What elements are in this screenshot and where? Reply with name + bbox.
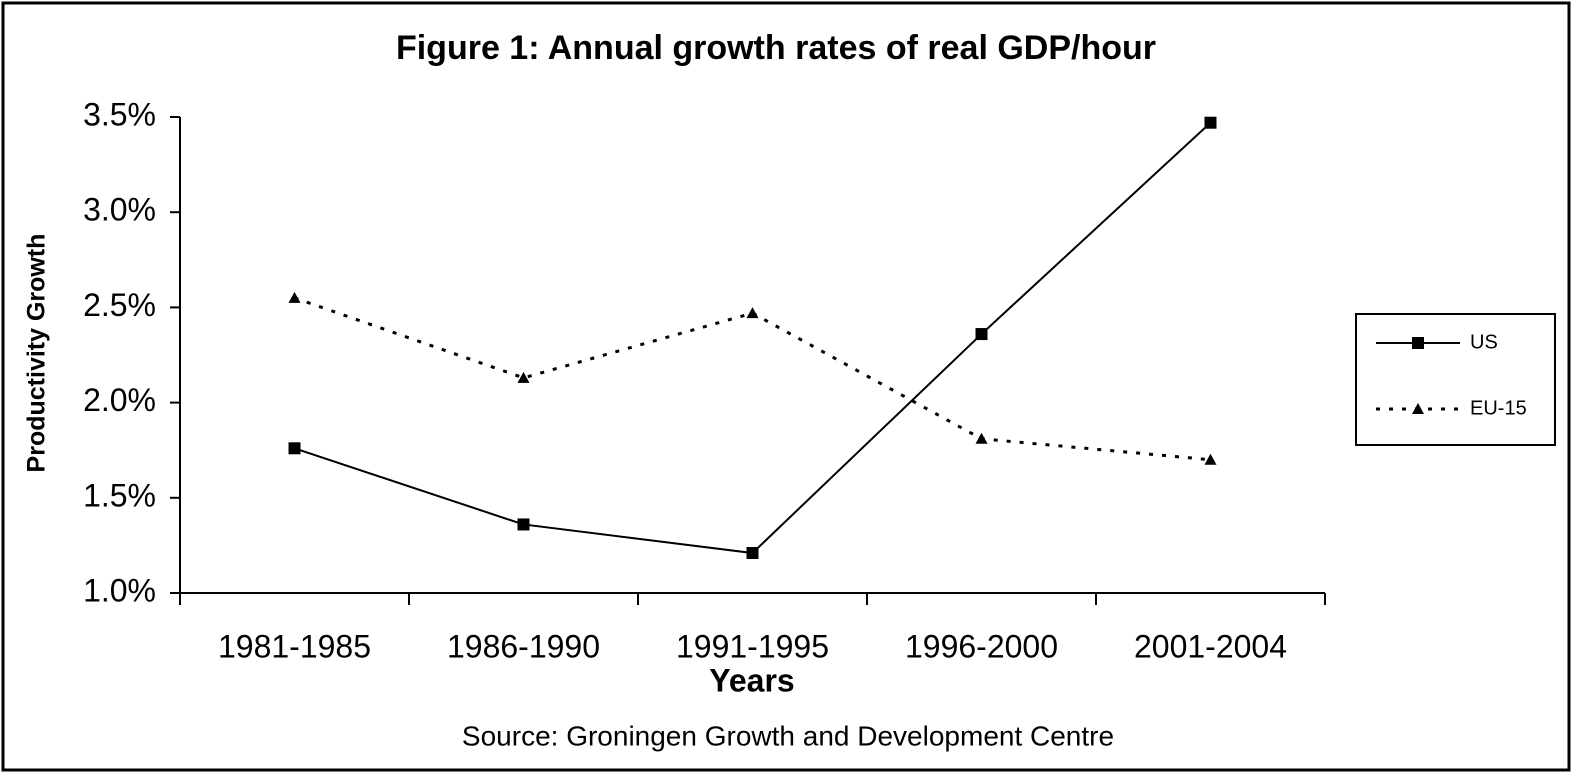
source-note: Source: Groningen Growth and Development… [462, 720, 1114, 751]
legend-label: EU-15 [1470, 397, 1527, 419]
x-tick-label: 1986-1990 [447, 628, 600, 664]
point-marker [975, 328, 988, 341]
point-marker [1204, 453, 1217, 465]
x-tick-label: 1991-1995 [676, 628, 829, 664]
y-tick-label: 1.0% [83, 572, 156, 608]
y-tick-label: 3.0% [83, 192, 156, 228]
legend-marker [1412, 337, 1424, 349]
point-marker [517, 371, 530, 383]
x-tick-label: 1981-1985 [218, 628, 371, 664]
y-tick-label: 1.5% [83, 477, 156, 513]
x-tick-label: 2001-2004 [1134, 628, 1287, 664]
y-tick-label: 3.5% [83, 96, 156, 132]
legend-marker [1412, 403, 1424, 414]
point-marker [288, 291, 301, 303]
point-marker [975, 432, 988, 444]
point-marker [746, 547, 759, 560]
chart-title: Figure 1: Annual growth rates of real GD… [396, 29, 1156, 67]
y-axis-label: Productivity Growth [23, 234, 51, 473]
point-marker [746, 307, 759, 319]
legend-label: US [1470, 331, 1498, 353]
legend-box [1355, 313, 1556, 446]
x-tick-label: 1996-2000 [905, 628, 1058, 664]
point-marker [288, 442, 301, 455]
point-marker [1204, 116, 1217, 129]
y-tick-label: 2.5% [83, 287, 156, 323]
y-tick-label: 2.0% [83, 382, 156, 418]
point-marker [517, 518, 530, 531]
x-axis-label: Years [709, 662, 794, 698]
